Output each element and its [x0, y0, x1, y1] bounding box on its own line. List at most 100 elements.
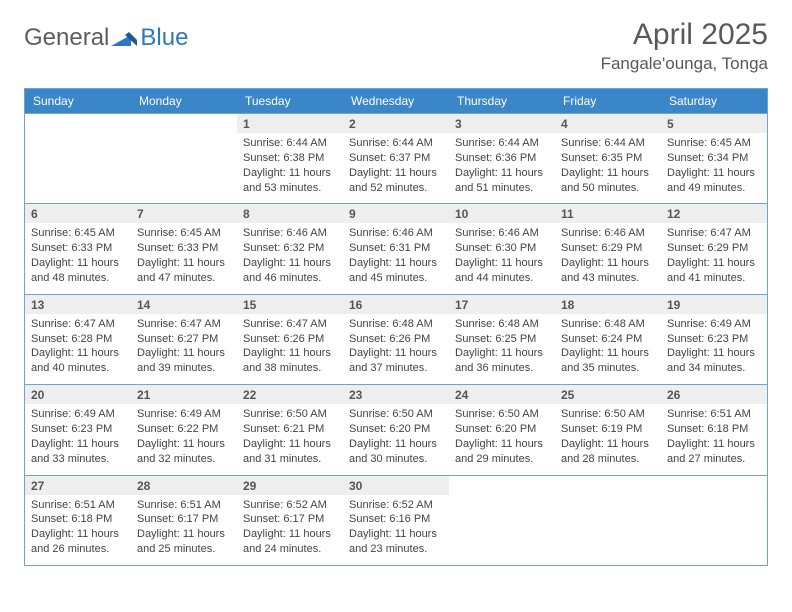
- day-number: 1: [237, 114, 343, 133]
- day-cell: 21Sunrise: 6:49 AMSunset: 6:22 PMDayligh…: [131, 384, 237, 474]
- day-number: 27: [25, 476, 131, 495]
- day-details: Sunrise: 6:46 AMSunset: 6:30 PMDaylight:…: [449, 223, 555, 293]
- sunrise-text: Sunrise: 6:44 AM: [349, 136, 443, 151]
- day-cell: 25Sunrise: 6:50 AMSunset: 6:19 PMDayligh…: [555, 384, 661, 474]
- sunrise-text: Sunrise: 6:44 AM: [561, 136, 655, 151]
- sunset-text: Sunset: 6:22 PM: [137, 422, 231, 437]
- sunrise-text: Sunrise: 6:46 AM: [349, 226, 443, 241]
- day-details: Sunrise: 6:49 AMSunset: 6:22 PMDaylight:…: [131, 404, 237, 474]
- day-cell: 27Sunrise: 6:51 AMSunset: 6:18 PMDayligh…: [25, 475, 131, 565]
- day-number: 15: [237, 295, 343, 314]
- day-number: 26: [661, 385, 767, 404]
- day-details: Sunrise: 6:48 AMSunset: 6:24 PMDaylight:…: [555, 314, 661, 384]
- day-details: Sunrise: 6:49 AMSunset: 6:23 PMDaylight:…: [661, 314, 767, 384]
- sunset-text: Sunset: 6:17 PM: [137, 512, 231, 527]
- sunset-text: Sunset: 6:38 PM: [243, 151, 337, 166]
- day-details: Sunrise: 6:52 AMSunset: 6:17 PMDaylight:…: [237, 495, 343, 565]
- daylight-text: Daylight: 11 hours and 25 minutes.: [137, 527, 231, 557]
- sunrise-text: Sunrise: 6:50 AM: [243, 407, 337, 422]
- day-number: 10: [449, 204, 555, 223]
- day-header: Sunday: [25, 89, 131, 113]
- day-number: 30: [343, 476, 449, 495]
- day-details: Sunrise: 6:46 AMSunset: 6:31 PMDaylight:…: [343, 223, 449, 293]
- daylight-text: Daylight: 11 hours and 48 minutes.: [31, 256, 125, 286]
- day-number: 23: [343, 385, 449, 404]
- sunrise-text: Sunrise: 6:45 AM: [137, 226, 231, 241]
- day-details: Sunrise: 6:48 AMSunset: 6:25 PMDaylight:…: [449, 314, 555, 384]
- sunrise-text: Sunrise: 6:50 AM: [455, 407, 549, 422]
- sunrise-text: Sunrise: 6:52 AM: [243, 498, 337, 513]
- day-number: 9: [343, 204, 449, 223]
- day-number: 24: [449, 385, 555, 404]
- day-number: 25: [555, 385, 661, 404]
- day-details: Sunrise: 6:44 AMSunset: 6:35 PMDaylight:…: [555, 133, 661, 203]
- day-cell: 1Sunrise: 6:44 AMSunset: 6:38 PMDaylight…: [237, 113, 343, 203]
- daylight-text: Daylight: 11 hours and 32 minutes.: [137, 437, 231, 467]
- day-header: Tuesday: [237, 89, 343, 113]
- day-number: 7: [131, 204, 237, 223]
- sunrise-text: Sunrise: 6:48 AM: [561, 317, 655, 332]
- day-cell: 16Sunrise: 6:48 AMSunset: 6:26 PMDayligh…: [343, 294, 449, 384]
- sunrise-text: Sunrise: 6:47 AM: [31, 317, 125, 332]
- day-number: 13: [25, 295, 131, 314]
- daylight-text: Daylight: 11 hours and 50 minutes.: [561, 166, 655, 196]
- week-row: 27Sunrise: 6:51 AMSunset: 6:18 PMDayligh…: [25, 475, 767, 565]
- daylight-text: Daylight: 11 hours and 34 minutes.: [667, 346, 761, 376]
- day-number: 6: [25, 204, 131, 223]
- sunset-text: Sunset: 6:23 PM: [31, 422, 125, 437]
- day-number: 29: [237, 476, 343, 495]
- sunset-text: Sunset: 6:23 PM: [667, 332, 761, 347]
- day-number: 8: [237, 204, 343, 223]
- day-number: 19: [661, 295, 767, 314]
- day-cell: [25, 113, 131, 203]
- sunrise-text: Sunrise: 6:50 AM: [349, 407, 443, 422]
- week-row: 20Sunrise: 6:49 AMSunset: 6:23 PMDayligh…: [25, 384, 767, 474]
- day-details: Sunrise: 6:50 AMSunset: 6:21 PMDaylight:…: [237, 404, 343, 474]
- daylight-text: Daylight: 11 hours and 46 minutes.: [243, 256, 337, 286]
- daylight-text: Daylight: 11 hours and 43 minutes.: [561, 256, 655, 286]
- sunrise-text: Sunrise: 6:49 AM: [31, 407, 125, 422]
- sunrise-text: Sunrise: 6:48 AM: [349, 317, 443, 332]
- week-row: 13Sunrise: 6:47 AMSunset: 6:28 PMDayligh…: [25, 294, 767, 384]
- page-title: April 2025: [601, 18, 768, 52]
- sunrise-text: Sunrise: 6:51 AM: [31, 498, 125, 513]
- logo-icon: [111, 28, 137, 48]
- day-number: 14: [131, 295, 237, 314]
- daylight-text: Daylight: 11 hours and 29 minutes.: [455, 437, 549, 467]
- page: General Blue April 2025 Fangale'ounga, T…: [0, 0, 792, 612]
- day-cell: 9Sunrise: 6:46 AMSunset: 6:31 PMDaylight…: [343, 203, 449, 293]
- daylight-text: Daylight: 11 hours and 33 minutes.: [31, 437, 125, 467]
- calendar-grid: SundayMondayTuesdayWednesdayThursdayFrid…: [24, 88, 768, 566]
- day-cell: 4Sunrise: 6:44 AMSunset: 6:35 PMDaylight…: [555, 113, 661, 203]
- sunrise-text: Sunrise: 6:51 AM: [667, 407, 761, 422]
- day-details: Sunrise: 6:47 AMSunset: 6:26 PMDaylight:…: [237, 314, 343, 384]
- logo-text-general: General: [24, 24, 109, 52]
- day-cell: 11Sunrise: 6:46 AMSunset: 6:29 PMDayligh…: [555, 203, 661, 293]
- sunset-text: Sunset: 6:20 PM: [349, 422, 443, 437]
- daylight-text: Daylight: 11 hours and 51 minutes.: [455, 166, 549, 196]
- sunset-text: Sunset: 6:20 PM: [455, 422, 549, 437]
- sunset-text: Sunset: 6:28 PM: [31, 332, 125, 347]
- day-cell: 24 Sunrise: 6:50 AMSunset: 6:20 PMDayligh…: [449, 384, 555, 474]
- logo-text-blue: Blue: [140, 24, 188, 52]
- day-details: Sunrise: 6:47 AMSunset: 6:28 PMDaylight:…: [25, 314, 131, 384]
- day-cell: 28Sunrise: 6:51 AMSunset: 6:17 PMDayligh…: [131, 475, 237, 565]
- daylight-text: Daylight: 11 hours and 49 minutes.: [667, 166, 761, 196]
- day-number: 20: [25, 385, 131, 404]
- day-cell: [661, 475, 767, 565]
- day-number: 3: [449, 114, 555, 133]
- sunrise-text: Sunrise: 6:44 AM: [243, 136, 337, 151]
- day-number: 21: [131, 385, 237, 404]
- header: General Blue April 2025 Fangale'ounga, T…: [24, 18, 768, 74]
- day-cell: 12Sunrise: 6:47 AMSunset: 6:29 PMDayligh…: [661, 203, 767, 293]
- day-details: Sunrise: 6:46 AMSunset: 6:32 PMDaylight:…: [237, 223, 343, 293]
- sunrise-text: Sunrise: 6:47 AM: [137, 317, 231, 332]
- sunrise-text: Sunrise: 6:48 AM: [455, 317, 549, 332]
- daylight-text: Daylight: 11 hours and 47 minutes.: [137, 256, 231, 286]
- sunset-text: Sunset: 6:29 PM: [561, 241, 655, 256]
- day-cell: [449, 475, 555, 565]
- day-details: Sunrise: 6:52 AMSunset: 6:16 PMDaylight:…: [343, 495, 449, 565]
- sunrise-text: Sunrise: 6:45 AM: [667, 136, 761, 151]
- day-number: 17: [449, 295, 555, 314]
- sunset-text: Sunset: 6:37 PM: [349, 151, 443, 166]
